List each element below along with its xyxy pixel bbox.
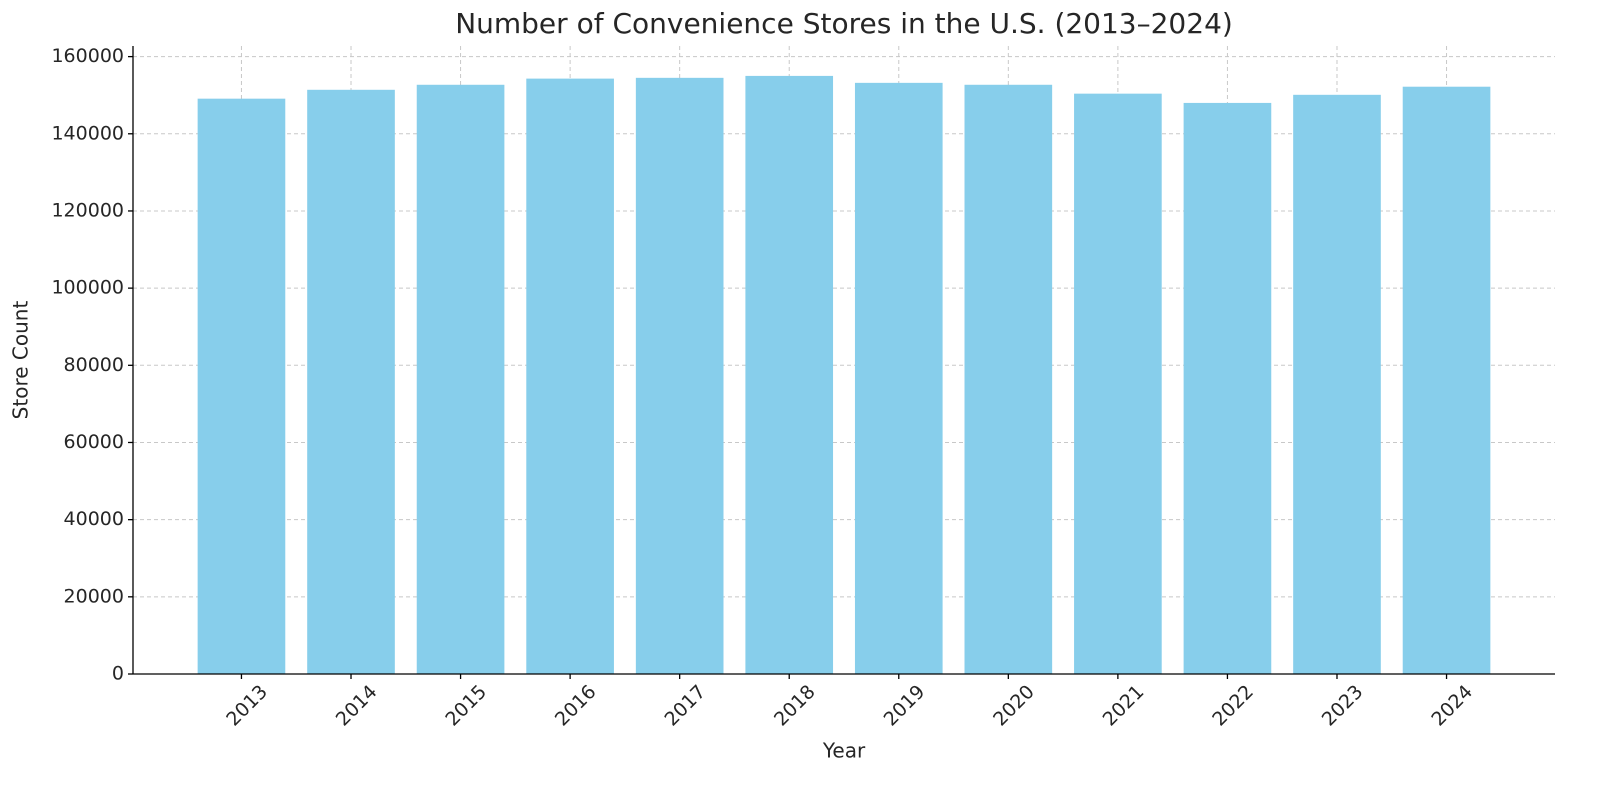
y-tick-label: 0 [112, 663, 124, 685]
bar [197, 98, 286, 675]
y-tick-label: 20000 [64, 585, 124, 607]
x-tick-label: 2019 [880, 681, 930, 731]
bar [416, 84, 505, 674]
bar [1293, 94, 1381, 675]
bar [745, 75, 834, 674]
x-tick-label: 2022 [1208, 681, 1258, 731]
bar [635, 77, 724, 674]
x-axis-label: Year [822, 739, 866, 763]
x-tick-label: 2014 [332, 681, 382, 731]
bar [1074, 93, 1162, 675]
y-tick-label: 100000 [51, 277, 124, 299]
x-tick-label: 2018 [770, 681, 820, 731]
bar [1402, 86, 1491, 675]
chart-title: Number of Convenience Stores in the U.S.… [455, 7, 1233, 40]
y-tick-label: 140000 [51, 122, 124, 144]
y-tick-label: 80000 [64, 354, 124, 376]
x-tick-label: 2020 [989, 681, 1039, 731]
x-tick-label: 2021 [1099, 681, 1149, 731]
x-tick-label: 2023 [1318, 681, 1368, 731]
bar [964, 84, 1053, 674]
y-tick-label: 40000 [64, 508, 124, 530]
bar [1183, 102, 1272, 674]
x-tick-label: 2013 [222, 681, 272, 731]
x-tick-label: 2015 [441, 681, 491, 731]
bar [526, 78, 614, 674]
x-tick-label: 2017 [660, 681, 710, 731]
y-tick-label: 120000 [51, 199, 124, 221]
bar [307, 89, 395, 674]
y-axis-label: Store Count [9, 301, 33, 420]
x-tick-label: 2024 [1427, 681, 1477, 731]
x-tick-label: 2016 [551, 681, 601, 731]
bar [854, 82, 943, 674]
y-tick-label: 160000 [51, 45, 124, 67]
y-tick-label: 60000 [64, 431, 124, 453]
